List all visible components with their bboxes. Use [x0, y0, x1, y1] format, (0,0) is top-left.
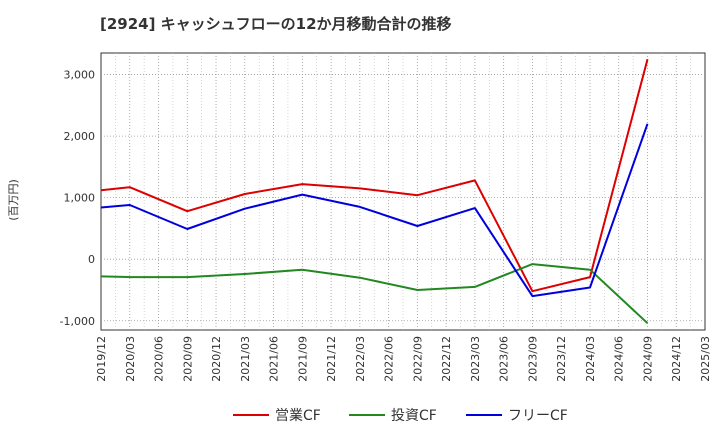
- y-axis-ticks: -1,000 0 1,000 2,000 3,000: [60, 69, 95, 328]
- x-tick-label: 2024/12: [670, 336, 683, 382]
- x-tick-label: 2023/03: [469, 336, 482, 382]
- x-tick-label: 2020/06: [153, 336, 166, 382]
- series-lines: [100, 58, 649, 324]
- y-axis-label: (百万円): [7, 179, 20, 221]
- x-tick-label: 2023/12: [555, 336, 568, 382]
- legend-label: 投資CF: [391, 408, 437, 424]
- chart-title: [2924] キャッシュフローの12か月移動合計の推移: [100, 15, 452, 33]
- x-tick-label: 2023/06: [498, 336, 511, 382]
- x-tick-label: 2025/03: [699, 336, 712, 382]
- x-axis-ticks: 2019/12 2020/03 2020/06 2020/09 2020/12 2021/…: [95, 336, 712, 382]
- y-tick-label: 3,000: [64, 69, 96, 82]
- y-tick-label: 0: [88, 253, 95, 266]
- x-tick-label: 2021/12: [325, 336, 338, 382]
- series-line-営業CF: [100, 58, 649, 293]
- x-tick-label: 2020/09: [181, 336, 194, 382]
- x-tick-label: 2024/09: [641, 336, 654, 382]
- y-tick-label: 2,000: [64, 130, 96, 143]
- x-tick-label: 2022/12: [440, 336, 453, 382]
- x-tick-label: 2020/03: [124, 336, 137, 382]
- x-tick-label: 2021/06: [268, 336, 281, 382]
- legend: 営業CF 投資CF フリーCF: [233, 408, 568, 424]
- x-tick-label: 2021/09: [296, 336, 309, 382]
- y-tick-label: -1,000: [60, 315, 95, 328]
- grid-lines: [101, 53, 705, 330]
- x-tick-label: 2024/06: [613, 336, 626, 382]
- legend-label: フリーCF: [508, 408, 568, 424]
- legend-label: 営業CF: [275, 408, 321, 424]
- x-tick-label: 2024/03: [584, 336, 597, 382]
- x-tick-label: 2021/03: [239, 336, 252, 382]
- x-tick-label: 2022/09: [411, 336, 424, 382]
- x-tick-label: 2022/03: [354, 336, 367, 382]
- series-line-投資CF: [100, 263, 649, 324]
- series-line-フリーCF: [100, 123, 649, 298]
- x-tick-label: 2023/09: [526, 336, 539, 382]
- x-tick-label: 2019/12: [95, 336, 108, 382]
- x-tick-label: 2020/12: [210, 336, 223, 382]
- y-tick-label: 1,000: [64, 192, 96, 205]
- x-tick-label: 2022/06: [383, 336, 396, 382]
